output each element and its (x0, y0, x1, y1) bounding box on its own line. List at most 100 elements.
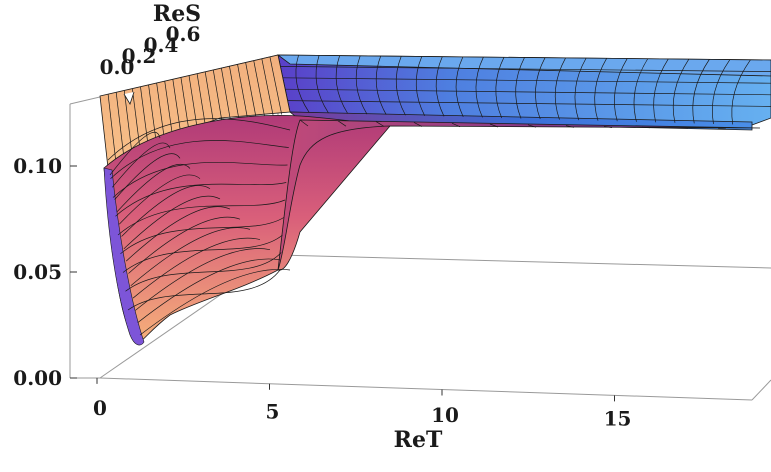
front-mesh-line (125, 206, 231, 262)
left-wall-mesh-line (245, 62, 258, 123)
plateau-mesh-line (395, 56, 406, 116)
plateau-mesh-line (335, 55, 349, 114)
front-mesh-line (118, 174, 201, 225)
plateau-mesh-line (455, 56, 464, 118)
z-tick: 0.05 (13, 260, 77, 284)
x-axis-label: ReT (394, 427, 443, 453)
x-tick-label: 10 (431, 403, 459, 427)
y-tick: 0.0 (100, 55, 135, 79)
plateau-mesh-line (633, 58, 649, 122)
surface-front (103, 115, 761, 346)
front-mesh-line (121, 185, 211, 237)
left-wall-mesh-line (261, 58, 274, 118)
plateau-mesh-line (280, 66, 771, 72)
plateau-mesh-line (475, 56, 484, 118)
plateau-mesh-line (287, 100, 771, 107)
y-axis-ticks: 0.00.20.40.6 (100, 22, 201, 79)
left-wall-mesh-line (269, 56, 283, 115)
front-mesh-line (717, 127, 727, 130)
z-tick: 0.10 (13, 154, 77, 178)
plateau-mesh-line (594, 58, 607, 121)
box-edge-floor-right (99, 377, 753, 401)
front-mesh-line (139, 268, 291, 336)
front-mesh-line (603, 126, 613, 128)
front-mesh-line (112, 161, 288, 198)
front-mesh-line (128, 216, 241, 274)
y-axis-label: ReS (153, 1, 201, 27)
front-mesh-line (117, 199, 286, 236)
x-tick: 5 (266, 383, 280, 423)
plateau-mesh-line (495, 57, 505, 119)
plateau-mesh-line (295, 55, 310, 113)
z-tick: 0.00 (13, 366, 77, 390)
y-tick-label: 0.6 (166, 22, 201, 46)
front-mesh-line (132, 237, 261, 299)
plateau-mesh-line (692, 59, 710, 124)
plateau-mesh-line (711, 59, 731, 124)
y-tick: 0.2 (122, 44, 157, 68)
left-wall-notch (123, 91, 135, 105)
z-axis-ticks: 0.00 0.05 0.10 (13, 154, 77, 390)
front-mesh-line (527, 124, 537, 128)
plateau-mesh-line (282, 77, 771, 84)
front-mesh-line (110, 140, 289, 180)
plateau-mesh-line (315, 55, 329, 114)
plateau-mesh-line (355, 55, 368, 115)
z-tick-label: 0.10 (13, 154, 62, 178)
front-mesh-line (115, 182, 287, 217)
x-tick: 0 (93, 377, 107, 420)
front-mesh-line (135, 248, 271, 311)
front-mesh-line (123, 195, 221, 250)
box-edge-floor-back (277, 254, 771, 269)
plateau-mesh-line (554, 57, 566, 120)
front-mesh-line (565, 125, 575, 128)
x-tick-label: 5 (266, 399, 280, 423)
x-tick: 10 (431, 389, 459, 427)
y-tick-label: 0.0 (100, 55, 135, 79)
front-mesh-line (125, 252, 282, 292)
plateau-mesh-line (515, 57, 525, 119)
front-mesh-line (413, 122, 423, 127)
front-mesh-line (122, 234, 283, 273)
left-wall-mesh-line (253, 60, 266, 120)
front-mesh-line (489, 123, 499, 128)
box-edge-floor-corner (751, 379, 771, 401)
front-mesh-line (451, 122, 461, 128)
plateau-mesh-line (415, 56, 426, 116)
plateau-mesh-line (672, 58, 690, 123)
z-tick-label: 0.00 (13, 366, 62, 390)
y-tick-label: 0.4 (144, 33, 179, 57)
front-mesh-line (337, 120, 347, 127)
surface-plateau (276, 54, 771, 131)
y-tick-label: 0.2 (122, 44, 157, 68)
plateau-mesh-line (574, 57, 587, 121)
front-mesh-line (116, 164, 191, 213)
y-tick: 0.6 (166, 22, 201, 46)
front-mesh-line (641, 126, 651, 129)
front-left-edge (103, 167, 145, 346)
left-wall-mesh-line (237, 64, 249, 125)
left-wall-mesh-line (115, 92, 125, 163)
front-mesh-line (375, 121, 385, 127)
front-ridge (277, 119, 761, 271)
plateau-mesh-line (435, 56, 445, 117)
front-mesh-line (130, 227, 251, 287)
x-tick-label: 15 (604, 406, 632, 430)
z-tick-label: 0.05 (13, 260, 62, 284)
plateau-mesh-line (535, 57, 546, 120)
front-mesh-line (127, 269, 281, 311)
front-mesh-line (299, 119, 309, 127)
front-mesh-line (107, 118, 291, 161)
front-mesh-line (112, 142, 171, 188)
plateau-mesh-line (731, 59, 751, 125)
front-mesh-line (109, 131, 161, 176)
plateau-mesh-line (285, 88, 771, 96)
x-tick: 15 (604, 395, 632, 430)
y-tick: 0.4 (144, 33, 179, 57)
plateau-mesh-line (613, 58, 628, 122)
plateau-mesh-line (653, 58, 669, 123)
plateau-mesh-line (375, 55, 387, 115)
x-axis-ticks: 0 5 10 15 (93, 377, 632, 430)
